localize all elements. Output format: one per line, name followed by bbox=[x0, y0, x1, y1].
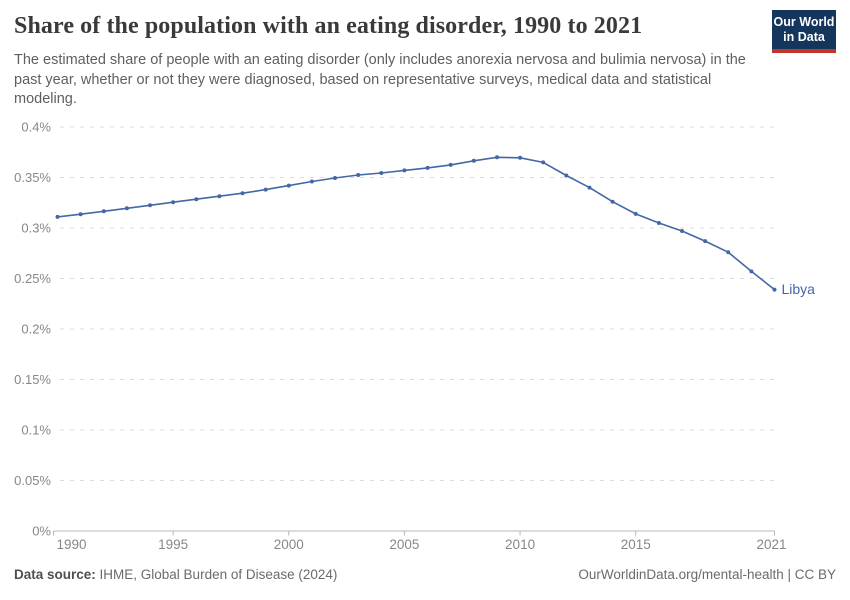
x-axis-tick-label: 2005 bbox=[389, 537, 419, 552]
data-point[interactable] bbox=[78, 212, 83, 217]
y-axis-tick-label: 0.25% bbox=[14, 271, 51, 286]
series-end-label[interactable]: Libya bbox=[782, 281, 816, 297]
data-source-text: IHME, Global Burden of Disease (2024) bbox=[95, 567, 338, 582]
data-point[interactable] bbox=[286, 183, 291, 188]
owid-logo[interactable]: Our World in Data bbox=[772, 10, 836, 53]
data-point[interactable] bbox=[356, 173, 361, 177]
y-axis-tick-label: 0.15% bbox=[14, 372, 51, 387]
data-point[interactable] bbox=[379, 171, 384, 175]
data-source-label: Data source: bbox=[14, 567, 96, 582]
owid-logo-text-line2: in Data bbox=[783, 30, 825, 44]
data-point[interactable] bbox=[425, 165, 430, 170]
data-point[interactable] bbox=[564, 173, 569, 178]
data-point[interactable] bbox=[471, 158, 476, 163]
footer-license-link[interactable]: OurWorldinData.org/mental-health | CC BY bbox=[578, 567, 836, 582]
y-axis-tick-label: 0.35% bbox=[14, 170, 51, 185]
data-point[interactable] bbox=[263, 187, 268, 192]
data-point[interactable] bbox=[587, 185, 592, 190]
data-point[interactable] bbox=[495, 155, 499, 160]
data-point[interactable] bbox=[749, 269, 754, 274]
series-line-libya[interactable] bbox=[56, 156, 776, 291]
owid-logo-text-line1: Our World bbox=[773, 15, 835, 29]
x-axis-tick-label: 2021 bbox=[756, 537, 786, 552]
x-axis-tick-label: 1990 bbox=[57, 537, 87, 552]
data-point[interactable] bbox=[101, 209, 106, 214]
data-point[interactable] bbox=[240, 191, 245, 196]
data-source-note: Data source: IHME, Global Burden of Dise… bbox=[14, 567, 337, 582]
data-point[interactable] bbox=[148, 203, 152, 208]
data-point[interactable] bbox=[309, 179, 314, 184]
data-point[interactable] bbox=[680, 229, 684, 233]
data-point[interactable] bbox=[402, 168, 407, 173]
data-point[interactable] bbox=[194, 197, 199, 202]
page-title: Share of the population with an eating d… bbox=[14, 13, 643, 39]
x-axis-tick-label: 2000 bbox=[274, 537, 304, 552]
data-point[interactable] bbox=[633, 211, 638, 216]
data-point[interactable] bbox=[726, 250, 731, 255]
x-axis-tick-label: 2015 bbox=[621, 537, 651, 552]
data-point[interactable] bbox=[55, 214, 60, 219]
data-point[interactable] bbox=[703, 239, 708, 244]
y-axis-tick-label: 0.4% bbox=[21, 120, 51, 135]
data-point[interactable] bbox=[772, 287, 777, 292]
data-point[interactable] bbox=[610, 199, 615, 204]
y-axis-tick-label: 0.1% bbox=[21, 423, 51, 438]
data-point[interactable] bbox=[448, 162, 453, 167]
data-point[interactable] bbox=[171, 200, 176, 205]
data-point[interactable] bbox=[124, 206, 129, 211]
y-axis-tick-label: 0.3% bbox=[21, 221, 51, 236]
data-point[interactable] bbox=[333, 176, 337, 180]
data-point[interactable] bbox=[217, 194, 222, 199]
data-point[interactable] bbox=[656, 221, 661, 225]
page-subtitle: The estimated share of people with an ea… bbox=[14, 52, 746, 107]
y-axis-tick-label: 0.2% bbox=[21, 322, 51, 337]
x-axis-tick-label: 1995 bbox=[158, 537, 188, 552]
y-axis-tick-label: 0% bbox=[32, 524, 51, 539]
data-point[interactable] bbox=[541, 160, 546, 165]
chart-footer: Data source: IHME, Global Burden of Dise… bbox=[14, 567, 836, 582]
data-point[interactable] bbox=[518, 155, 523, 160]
x-axis-tick-label: 2010 bbox=[505, 537, 535, 552]
y-axis-tick-label: 0.05% bbox=[14, 473, 51, 488]
